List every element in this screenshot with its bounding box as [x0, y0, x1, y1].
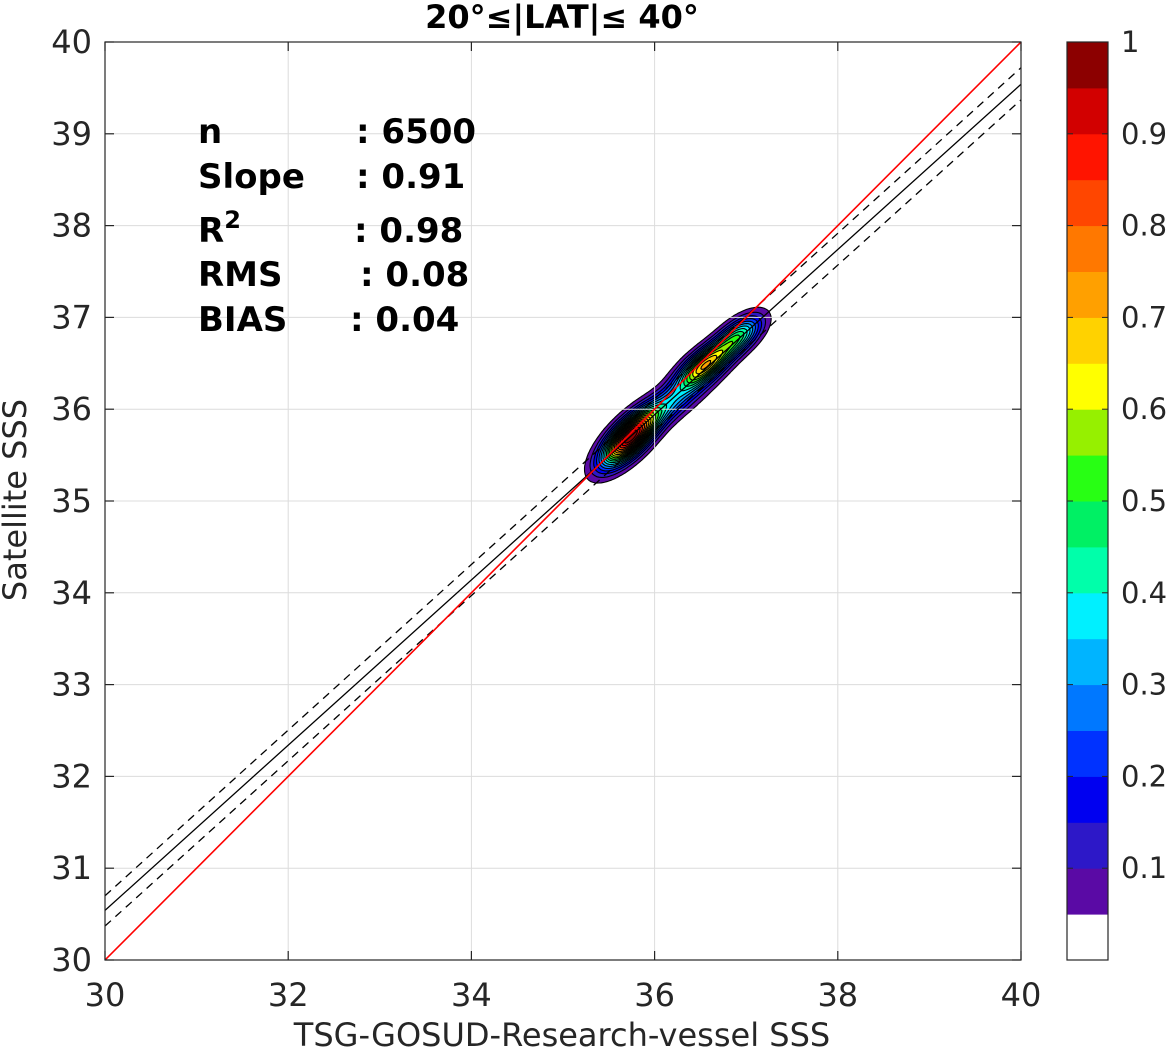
colorbar-swatch — [1067, 546, 1108, 594]
colorbar-swatch — [1067, 363, 1108, 410]
stat-label: Slope — [198, 157, 305, 197]
colorbar: 0.1 0.2 0.3 0.4 0.5 0.6 0.7 0.8 0.9 1 — [1066, 25, 1167, 961]
x-tick-label: 38 — [817, 976, 858, 1014]
fit-bound-line — [105, 99, 1021, 927]
colorbar-tick-label: 0.1 — [1121, 851, 1167, 885]
stat-value: : 6500 — [356, 112, 476, 152]
colorbar-swatch — [1067, 592, 1108, 640]
y-tick-label: 34 — [51, 574, 92, 612]
stat-value: : 0.08 — [360, 255, 469, 295]
colorbar-tick-label: 0.6 — [1121, 392, 1167, 426]
x-tick-label: 34 — [451, 976, 492, 1014]
stat-label: R2 — [198, 206, 241, 251]
axis-ticks: 30 32 34 36 38 40 30 31 32 33 34 35 36 37 38 39 40 — [51, 23, 1041, 1014]
stat-label: n — [198, 112, 222, 152]
stat-label: RMS — [198, 255, 283, 295]
regression-lines — [105, 42, 1021, 960]
colorbar-swatch — [1067, 179, 1108, 227]
y-tick-label: 39 — [51, 115, 92, 153]
x-tick-label: 30 — [85, 976, 126, 1014]
colorbar-swatch — [1067, 638, 1108, 686]
colorbar-swatch — [1067, 409, 1108, 456]
colorbar-swatch — [1067, 730, 1108, 777]
colorbar-swatch — [1067, 914, 1108, 961]
stat-value: : 0.98 — [354, 211, 463, 251]
stat-label: BIAS — [198, 300, 287, 340]
density-contours — [583, 306, 772, 484]
colorbar-swatch — [1067, 225, 1108, 272]
colorbar-swatch — [1067, 317, 1108, 364]
y-tick-label: 38 — [51, 207, 92, 245]
colorbar-swatch — [1067, 133, 1108, 181]
colorbar-swatch — [1067, 776, 1108, 823]
x-tick-label: 36 — [634, 976, 675, 1014]
chart-title: 20°≤|LAT|≤ 40° — [425, 0, 699, 37]
y-tick-label: 30 — [51, 941, 92, 979]
y-tick-label: 35 — [51, 482, 92, 520]
identity-line — [105, 42, 1021, 960]
y-axis-label: Satellite SSS — [0, 399, 34, 601]
stats-annotation: n : 6500 Slope : 0.91 R2 : 0.98 RMS : 0.08 BIAS:… — [198, 112, 476, 340]
y-tick-label: 33 — [51, 666, 92, 704]
stat-value: : 0.04 — [350, 300, 459, 340]
colorbar-tick-label: 0.8 — [1121, 209, 1167, 243]
colorbar-swatch — [1067, 42, 1108, 89]
colorbar-swatch — [1067, 822, 1108, 869]
colorbar-swatch — [1067, 271, 1108, 318]
x-axis-label: TSG-GOSUD-Research-vessel SSS — [293, 1016, 830, 1054]
colorbar-tick-label: 0.2 — [1121, 759, 1167, 793]
y-tick-label: 32 — [51, 757, 92, 795]
colorbar-swatch — [1067, 455, 1108, 502]
stat-superscript: 2 — [224, 206, 241, 234]
y-tick-label: 37 — [51, 298, 92, 336]
x-tick-label: 40 — [1001, 976, 1042, 1014]
colorbar-tick-label: 1 — [1121, 25, 1139, 59]
fit-bound-line — [105, 67, 1021, 897]
colorbar-swatch — [1067, 684, 1108, 731]
stat-value: : 0.91 — [356, 157, 465, 197]
colorbar-tick-label: 0.7 — [1121, 300, 1167, 334]
fit-line — [105, 83, 1021, 911]
y-tick-label: 31 — [51, 849, 92, 887]
y-tick-label: 36 — [51, 390, 92, 428]
colorbar-swatch — [1067, 87, 1108, 135]
colorbar-tick-label: 0.3 — [1121, 668, 1167, 702]
colorbar-swatch — [1067, 868, 1108, 915]
y-tick-label: 40 — [51, 23, 92, 61]
colorbar-tick-label: 0.4 — [1121, 576, 1167, 610]
colorbar-tick-label: 0.9 — [1121, 117, 1167, 151]
x-tick-label: 32 — [268, 976, 309, 1014]
colorbar-swatch — [1067, 501, 1108, 548]
colorbar-tick-label: 0.5 — [1121, 484, 1167, 518]
